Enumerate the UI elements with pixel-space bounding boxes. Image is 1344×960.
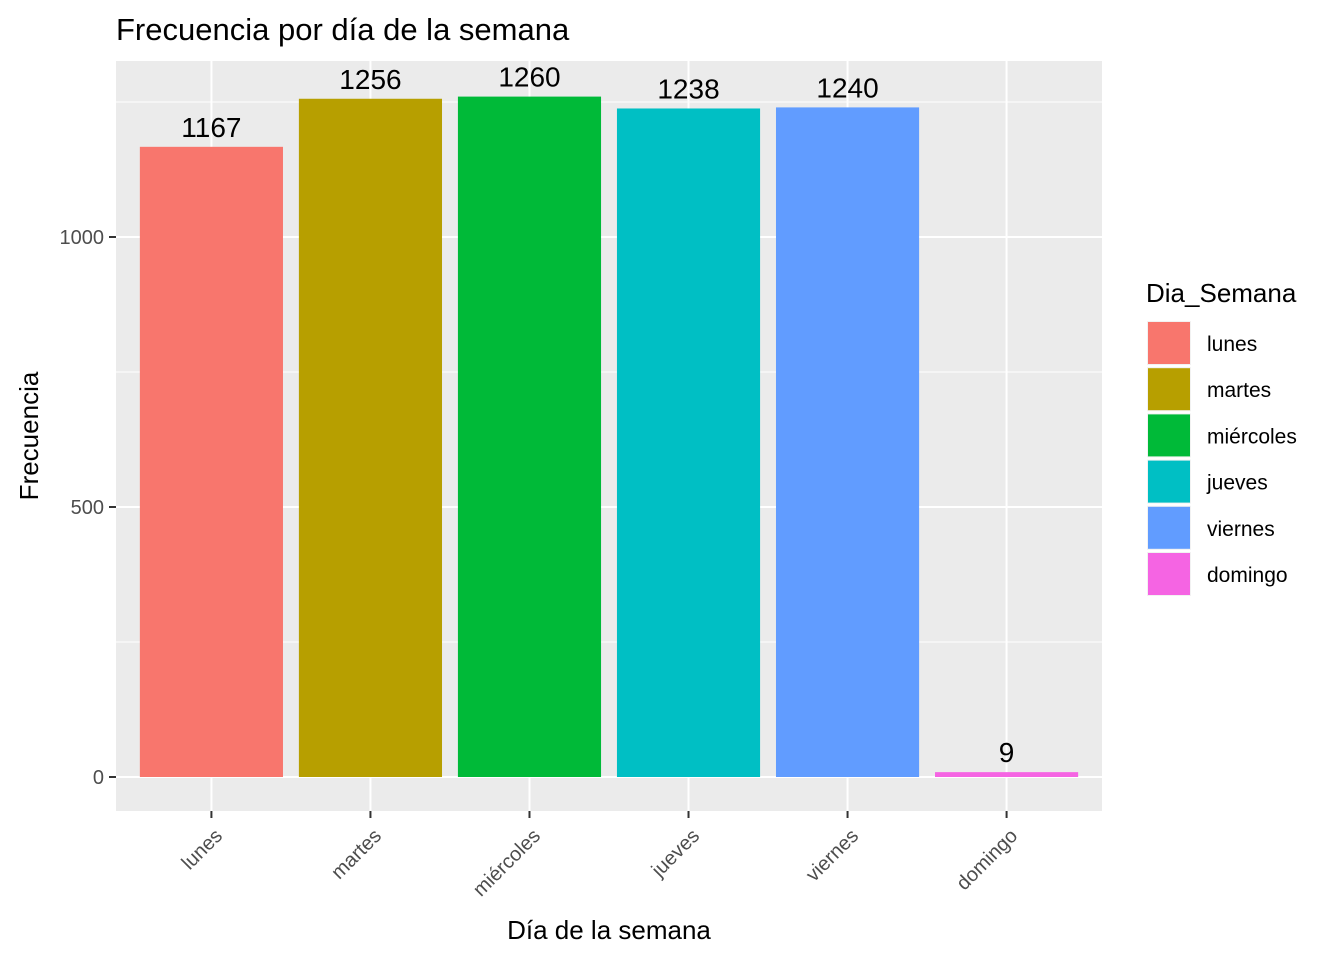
- legend-swatch-lunes: [1148, 322, 1190, 364]
- bar-miércoles: [457, 96, 602, 778]
- data-label-jueves: 1238: [657, 73, 719, 104]
- x-tick-label: miércoles: [469, 825, 545, 901]
- bar-jueves: [616, 108, 761, 778]
- x-tick-label: domingo: [952, 825, 1022, 895]
- legend-swatch-martes: [1148, 368, 1190, 411]
- legend-swatch-viernes: [1148, 506, 1190, 549]
- data-label-lunes: 1167: [181, 112, 241, 143]
- x-tick-label: jueves: [647, 825, 704, 882]
- data-labels: 1167 1256 1260 1238 1240 9: [181, 62, 1014, 769]
- legend-label-jueves: jueves: [1206, 472, 1268, 495]
- data-label-miércoles: 1260: [498, 62, 560, 93]
- bar-viernes: [775, 107, 920, 777]
- legend-label-miércoles: miércoles: [1207, 425, 1297, 448]
- legend-swatch-jueves: [1148, 460, 1190, 503]
- legend-title: Dia_Semana: [1146, 278, 1297, 308]
- y-tick-label: 500: [71, 497, 104, 519]
- data-label-viernes: 1240: [816, 72, 878, 103]
- legend-label-martes: martes: [1207, 379, 1271, 402]
- y-tick-label: 1000: [60, 227, 105, 249]
- data-label-domingo: 9: [999, 737, 1015, 768]
- bar-lunes: [139, 146, 283, 777]
- bars: [139, 96, 1079, 778]
- y-axis-title: Frecuencia: [14, 371, 44, 500]
- chart-title: Frecuencia por día de la semana: [116, 12, 570, 47]
- bar-domingo: [935, 772, 1079, 777]
- x-tick-label: martes: [327, 825, 386, 884]
- legend-swatch-miércoles: [1148, 414, 1190, 457]
- y-axis: 0 500 1000: [60, 227, 116, 789]
- x-axis: lunes martes miércoles jueves viernes domingo: [178, 811, 1022, 901]
- x-tick-label: viernes: [802, 825, 863, 886]
- bar-martes: [298, 98, 443, 777]
- legend-label-domingo: domingo: [1207, 564, 1288, 587]
- legend: Dia_Semana lunes martes miércoles jueves vie…: [1146, 278, 1297, 596]
- legend-label-lunes: lunes: [1207, 333, 1257, 356]
- legend-swatch-domingo: [1148, 553, 1190, 595]
- x-axis-title: Día de la semana: [507, 915, 711, 945]
- y-tick-label: 0: [93, 767, 104, 789]
- data-label-martes: 1256: [339, 64, 401, 95]
- legend-label-viernes: viernes: [1207, 518, 1275, 541]
- x-tick-label: lunes: [178, 825, 227, 874]
